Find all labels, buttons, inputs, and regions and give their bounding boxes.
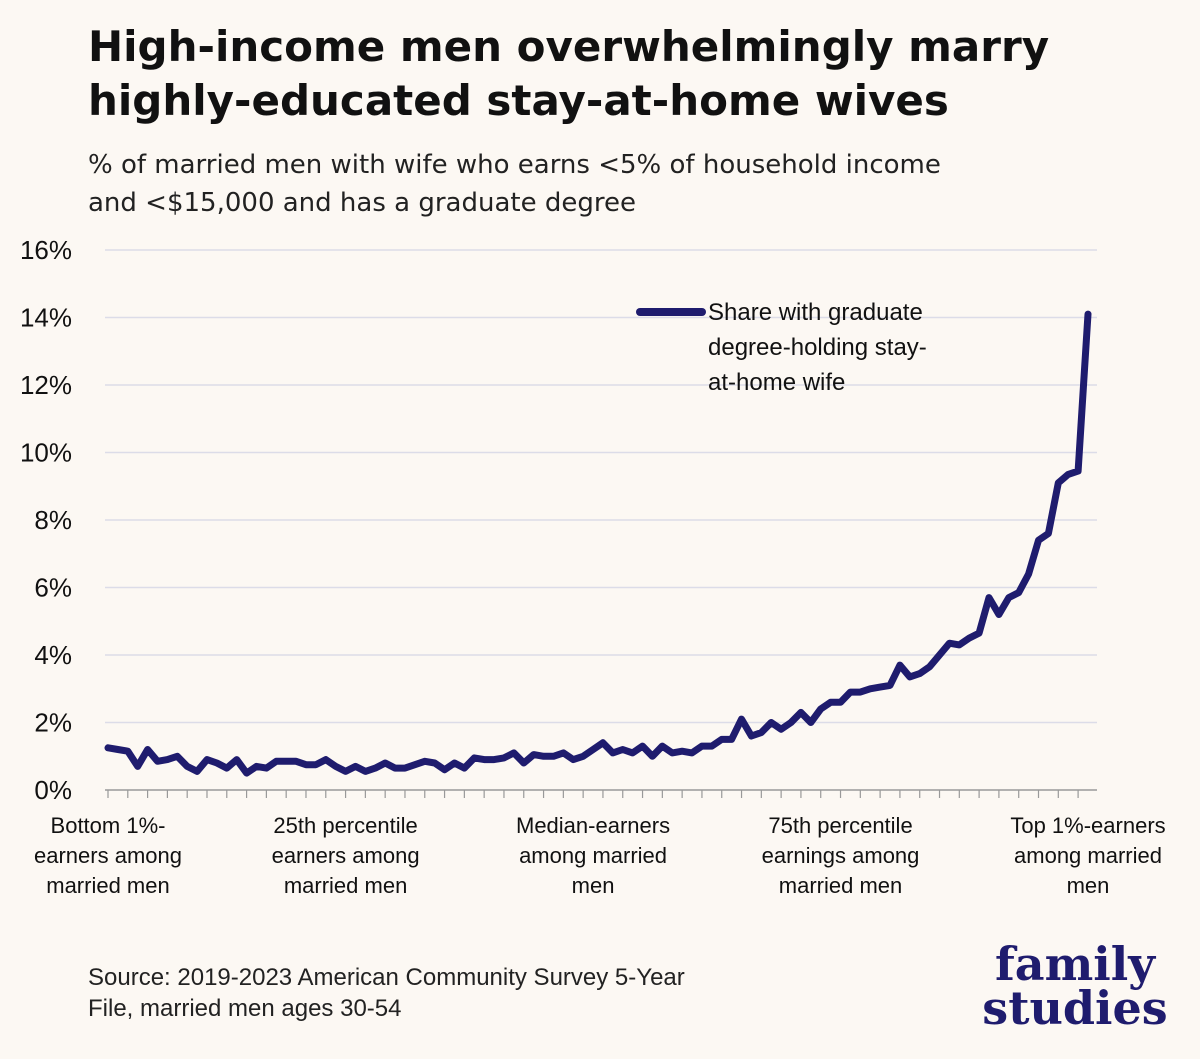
x-category-label: Median-earners among married men — [516, 813, 670, 898]
y-tick-label: 16% — [20, 235, 72, 265]
y-tick-label: 10% — [20, 438, 72, 468]
series-line — [104, 310, 1092, 777]
x-category-label: Bottom 1%-earners among married men — [34, 813, 182, 898]
family-studies-logo: family studies — [982, 937, 1168, 1035]
chart-title: High-income men overwhelmingly marry hig… — [88, 22, 1050, 125]
y-tick-label: 14% — [20, 303, 72, 333]
y-tick-label: 4% — [34, 640, 72, 670]
x-category-label: 75th percentile earnings among married men — [762, 813, 920, 898]
y-tick-label: 0% — [34, 775, 72, 805]
y-tick-label: 6% — [34, 573, 72, 603]
y-tick-label: 2% — [34, 708, 72, 738]
y-tick-label: 12% — [20, 370, 72, 400]
tick-labels: 0% 2% 4% 6% 8% 10% 12% 14% 16% Bottom 1%-earners … — [20, 235, 1166, 898]
x-category-label: 25th percentile earners among married men — [272, 813, 420, 898]
series-layer — [104, 310, 1092, 777]
legend-label: Share with graduate degree-holding stay-a… — [708, 299, 927, 396]
x-category-label: Top 1%-earners among married men — [1010, 813, 1165, 898]
source-note: Source: 2019-2023 American Community Sur… — [88, 964, 685, 1022]
legend: Share with graduate degree-holding stay-a… — [636, 299, 927, 396]
x-axis — [105, 789, 1097, 798]
gridlines — [105, 249, 1097, 724]
y-tick-label: 8% — [34, 505, 72, 535]
chart-subtitle: % of married men with wife who earns <5%… — [88, 150, 941, 218]
